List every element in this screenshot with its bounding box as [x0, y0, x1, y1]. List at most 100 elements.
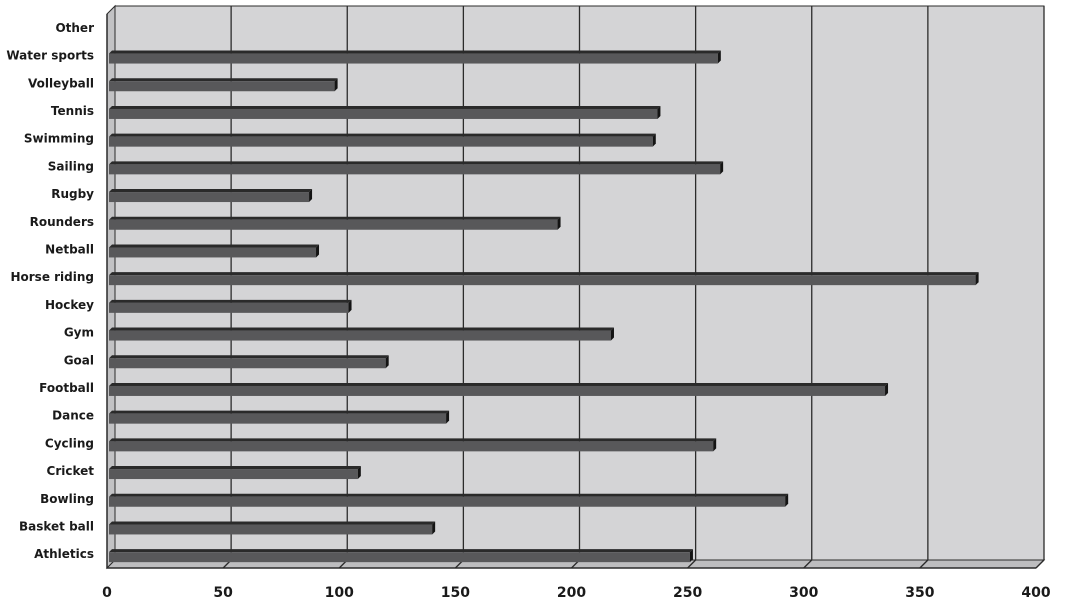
bar-top: [109, 299, 352, 303]
bar-top: [109, 244, 320, 248]
bar-top: [109, 327, 614, 331]
category-label: Football: [39, 381, 94, 395]
category-label: Gym: [64, 326, 94, 340]
bar-top: [109, 466, 361, 470]
x-tick-label: 350: [905, 585, 934, 601]
bar: [109, 216, 561, 230]
bar-end: [309, 189, 313, 203]
bar-front: [109, 469, 358, 480]
bar-top: [109, 410, 450, 414]
bar-top: [109, 438, 717, 442]
x-tick-label: 0: [102, 585, 112, 601]
x-tick-label: 400: [1021, 585, 1050, 601]
category-label: Hockey: [45, 298, 94, 312]
category-label: Goal: [64, 353, 94, 367]
category-label: Cricket: [47, 464, 95, 478]
bar-front: [109, 136, 653, 147]
bar: [109, 382, 889, 396]
bar: [109, 161, 724, 175]
bar-top: [109, 272, 979, 276]
bar-top: [109, 161, 724, 165]
category-labels: Other Water sports Volleyball Tennis Swimmin…: [6, 21, 94, 561]
bar: [109, 327, 614, 341]
bar-top: [109, 382, 889, 386]
bar-end: [785, 493, 789, 507]
bar-top: [109, 216, 561, 220]
bar-end: [713, 438, 717, 452]
bar: [109, 549, 693, 563]
bar-front: [109, 219, 558, 230]
bar-top: [109, 50, 721, 54]
category-label: Water sports: [6, 49, 94, 63]
gridline-floor: [687, 559, 697, 569]
category-label: Sailing: [48, 159, 94, 173]
x-tick-label: 150: [441, 585, 470, 601]
gridline-floor: [919, 559, 929, 569]
bar-front: [109, 192, 310, 203]
bar-front: [109, 247, 317, 258]
category-label: Horse riding: [10, 270, 94, 284]
bar: [109, 105, 661, 119]
category-label: Rounders: [30, 215, 94, 229]
category-label: Basket ball: [19, 519, 94, 533]
bar-end: [357, 466, 361, 480]
bar-front: [109, 330, 611, 341]
bar-front: [109, 81, 335, 92]
bar-top: [109, 133, 656, 137]
category-label: Tennis: [51, 104, 94, 118]
bar-front: [109, 524, 433, 535]
x-tick-label: 50: [213, 585, 233, 601]
bar-top: [109, 78, 338, 82]
bar-top: [109, 493, 789, 497]
bar: [109, 466, 361, 480]
bar-top: [109, 521, 436, 525]
category-label: Bowling: [40, 492, 94, 506]
bar: [109, 78, 338, 92]
bar-front: [109, 385, 886, 396]
bar-end: [446, 410, 450, 424]
bar-front: [109, 164, 721, 175]
bar-front: [109, 496, 786, 507]
x-tick-label: 200: [557, 585, 586, 601]
category-label: Cycling: [45, 436, 94, 450]
category-label: Volleyball: [28, 76, 94, 90]
bar-end: [348, 299, 352, 313]
bar: [109, 133, 656, 147]
bar-end: [385, 355, 389, 369]
bar: [109, 438, 717, 452]
bar-front: [109, 552, 690, 563]
bar: [109, 493, 789, 507]
category-label: Swimming: [24, 132, 94, 146]
bar: [109, 244, 320, 258]
gridline-floor: [1035, 559, 1045, 569]
bars: [109, 50, 979, 563]
bar-end: [610, 327, 614, 341]
bar: [109, 189, 313, 203]
bar-end: [717, 50, 721, 64]
x-tick-label: 300: [789, 585, 818, 601]
bar-end: [657, 105, 661, 119]
x-tick-labels: 0 50 100 150 200 250 300 350 400: [102, 585, 1051, 601]
category-label: Athletics: [34, 547, 94, 561]
bar-front: [109, 413, 447, 424]
bar-front: [109, 358, 386, 369]
bar-end: [720, 161, 724, 175]
category-label: Dance: [52, 409, 94, 423]
bar-top: [109, 105, 661, 109]
bar-end: [975, 272, 979, 286]
bar-top: [109, 549, 693, 553]
bar: [109, 299, 352, 313]
bar-front: [109, 108, 658, 119]
gridline-floor: [803, 559, 813, 569]
bar-end: [432, 521, 436, 535]
bar-end: [557, 216, 561, 230]
bar-end: [652, 133, 656, 147]
bar-front: [109, 441, 714, 452]
x-tick-label: 250: [673, 585, 702, 601]
x-tick-label: 100: [325, 585, 354, 601]
category-label: Other: [55, 21, 94, 35]
bar-end: [334, 78, 338, 92]
category-label: Netball: [45, 242, 94, 256]
bar-front: [109, 302, 349, 313]
